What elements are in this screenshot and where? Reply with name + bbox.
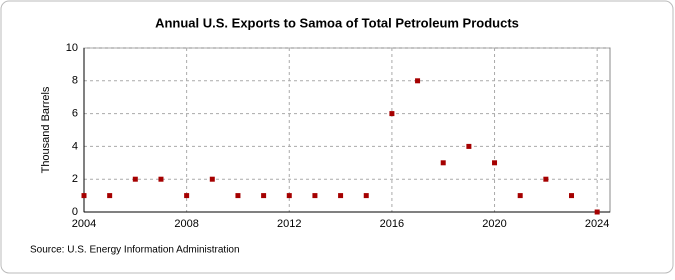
point [594, 209, 600, 215]
point [363, 193, 369, 199]
y-tick-label: 10 [66, 42, 78, 54]
point [261, 193, 267, 199]
point [517, 193, 523, 199]
y-tick-label: 0 [72, 206, 78, 218]
point [158, 176, 164, 182]
point [543, 176, 549, 182]
point [107, 193, 113, 199]
y-axis-label: Thousand Barrels [40, 86, 52, 173]
point [184, 193, 190, 199]
y-tick-label: 6 [72, 108, 78, 120]
point [415, 78, 421, 84]
x-tick-label: 2008 [174, 218, 198, 230]
x-tick-label: 2020 [482, 218, 506, 230]
point [338, 193, 344, 199]
chart-title: Annual U.S. Exports to Samoa of Total Pe… [155, 15, 519, 30]
x-tick-label: 2012 [277, 218, 301, 230]
point [235, 193, 241, 199]
point [312, 193, 318, 199]
x-tick-label: 2016 [380, 218, 404, 230]
plot-area [83, 47, 611, 213]
y-tick-label: 2 [72, 173, 78, 185]
point [132, 176, 138, 182]
point [440, 160, 446, 166]
point [389, 111, 395, 117]
source-note: Source: U.S. Energy Information Administ… [30, 245, 240, 256]
point [209, 176, 215, 182]
y-tick-label: 8 [72, 75, 78, 87]
x-tick-label: 2024 [585, 218, 609, 230]
x-tick-label: 2004 [72, 218, 96, 230]
point [81, 193, 87, 199]
y-tick-label: 4 [72, 140, 78, 152]
point [569, 193, 575, 199]
point [286, 193, 292, 199]
point [492, 160, 498, 166]
point [466, 143, 472, 149]
